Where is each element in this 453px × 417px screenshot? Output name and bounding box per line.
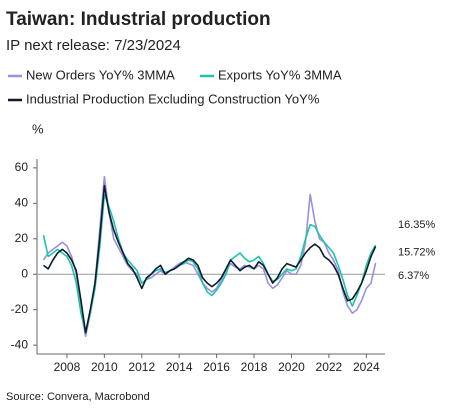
x-tick-label: 2014 [166, 360, 193, 374]
end-label: 16.35% [398, 219, 436, 231]
x-tick-label: 2024 [353, 360, 380, 374]
y-tick-label: 0 [21, 266, 28, 280]
chart-title: Taiwan: Industrial production [6, 9, 271, 30]
x-tick-label: 2020 [278, 360, 305, 374]
x-tick-label: 2008 [54, 360, 81, 374]
y-tick-label: 20 [15, 231, 29, 245]
series-line [43, 184, 377, 334]
series-line [42, 175, 377, 338]
series-line [42, 193, 377, 334]
x-tick-label: 2010 [91, 360, 118, 374]
y-tick-label: -40 [11, 337, 29, 351]
source-note: Source: Convera, Macrobond [6, 391, 150, 403]
legend-label: New Orders YoY% 3MMA [26, 67, 175, 82]
y-tick-label: -20 [11, 302, 29, 316]
x-tick-label: 2022 [316, 360, 343, 374]
y-tick-label: 60 [15, 160, 29, 174]
legend-label: Exports YoY% 3MMA [218, 67, 342, 82]
end-label: 15.72% [398, 246, 436, 258]
y-axis-label: % [32, 121, 44, 136]
x-tick-label: 2012 [128, 360, 155, 374]
chart-subtitle: IP next release: 7/23/2024 [6, 37, 181, 54]
x-tick-label: 2016 [203, 360, 230, 374]
end-label: 6.37% [398, 270, 429, 282]
x-tick-label: 2018 [241, 360, 268, 374]
y-tick-label: 40 [15, 195, 29, 209]
legend-label: Industrial Production Excluding Construc… [26, 91, 320, 106]
